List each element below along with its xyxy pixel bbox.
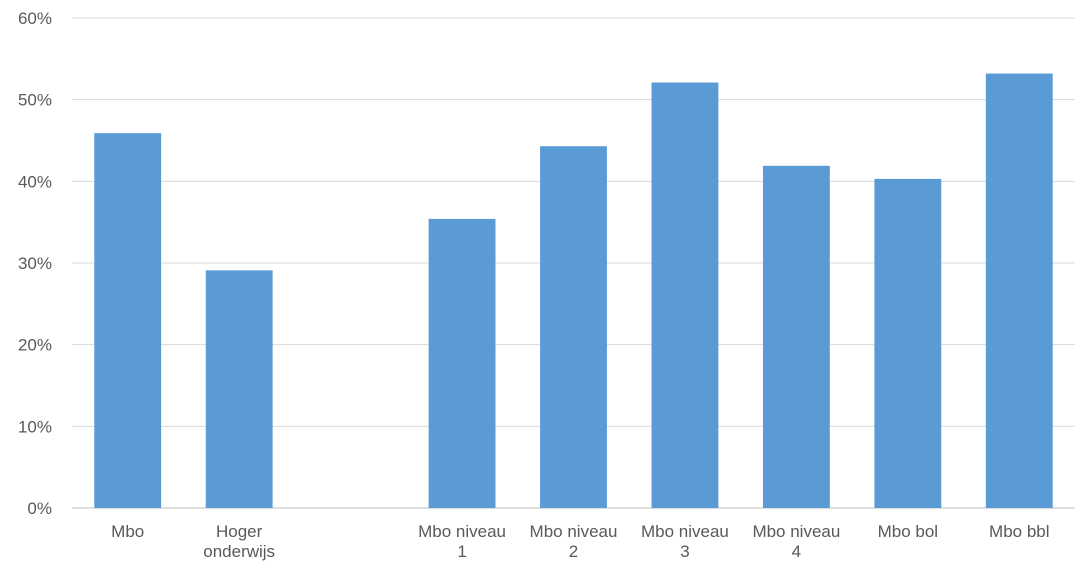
x-category-label: Mbo niveau 1 [418,522,506,561]
bar [428,218,496,508]
x-category-label: Mbo bbl [989,522,1049,541]
y-tick-label: 30% [18,254,52,273]
bar [874,178,942,508]
x-category-label: Mbo niveau 2 [530,522,618,561]
bars [94,73,1053,509]
x-category-label: Hoger onderwijs [203,522,275,561]
bar [94,133,162,508]
y-tick-label: 10% [18,417,52,436]
bar [205,270,273,508]
bar [985,73,1053,509]
y-tick-label: 20% [18,336,52,355]
bar [762,165,830,509]
bar [651,82,719,509]
x-category-label: Mbo niveau 4 [752,522,840,561]
y-tick-label: 50% [18,91,52,110]
x-category-label: Mbo bol [878,522,938,541]
x-category-label: Mbo niveau 3 [641,522,729,561]
y-tick-label: 40% [18,172,52,191]
y-tick-label: 0% [27,499,52,518]
y-axis-tick-labels: 0% 10% 20% 30% 40% 50% 60% [18,9,52,518]
bar [540,146,607,508]
x-category-label: Mbo [111,522,144,541]
y-tick-label: 60% [18,9,52,28]
x-axis-category-labels: Mbo Hoger onderwijs Mbo niveau 1 Mbo niveau 2 M… [111,522,1049,561]
